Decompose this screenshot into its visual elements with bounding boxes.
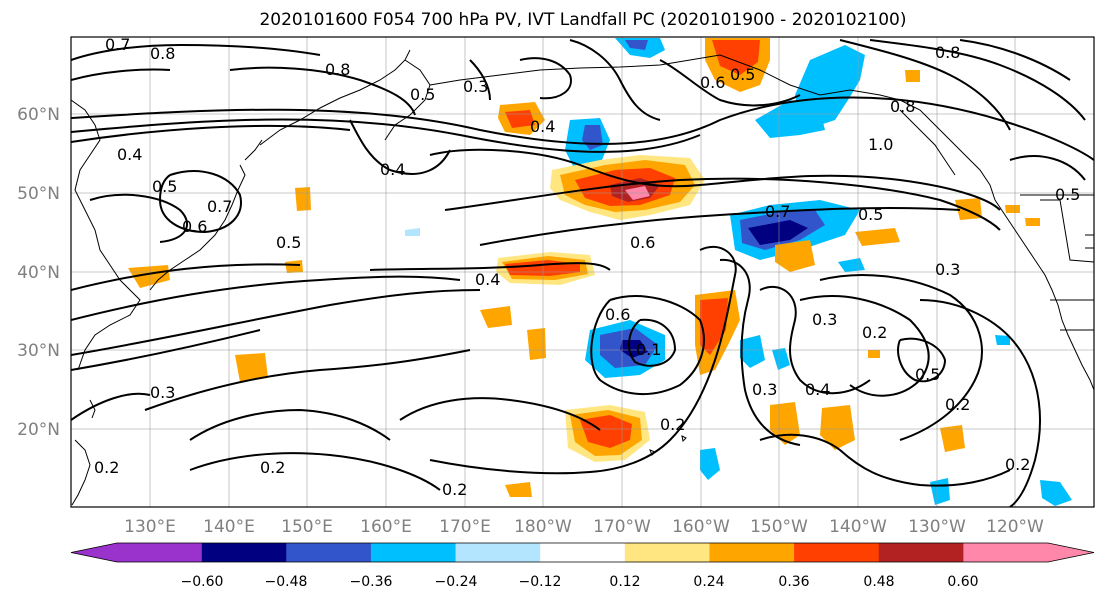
contour-label: 0.4 xyxy=(475,270,500,289)
colorbar-ticks: −0.60 −0.48 −0.36 −0.24 −0.12 0.12 0.24 … xyxy=(181,574,979,590)
colorbar-tick: −0.36 xyxy=(350,574,393,590)
colorbar-tick: 0.36 xyxy=(778,574,809,590)
colorbar-segment xyxy=(370,543,457,562)
contour-label: 0.8 xyxy=(890,97,915,116)
contour-label: 0.2 xyxy=(1005,455,1030,474)
lat-label: 30°N xyxy=(17,341,60,361)
lat-label: 40°N xyxy=(17,263,60,283)
contour-label: 0.6 xyxy=(630,233,655,252)
lon-label: 130°W xyxy=(908,517,966,537)
contour-label: 0.6 xyxy=(182,217,207,236)
coastlines xyxy=(71,49,1094,506)
contour-label: 0.5 xyxy=(410,85,435,104)
colorbar-segment xyxy=(963,543,1094,562)
contour-label: 0.7 xyxy=(207,197,232,216)
colorbar-segment xyxy=(794,543,880,562)
pv-contours xyxy=(71,39,1094,507)
contour-label: 0.8 xyxy=(935,43,960,62)
contour-label: 0.4 xyxy=(117,145,142,164)
lat-label: 20°N xyxy=(17,420,60,440)
contour-label: 1.0 xyxy=(868,135,893,154)
contour-label: 0.1 xyxy=(636,340,661,359)
contour-label: 0.3 xyxy=(150,383,175,402)
colorbar-tick: −0.60 xyxy=(181,574,224,590)
colorbar-segment xyxy=(540,543,626,562)
colorbar xyxy=(70,542,1095,563)
lon-label: 180°W xyxy=(514,517,572,537)
contour-label: 0.4 xyxy=(380,160,405,179)
contour-label: 0.3 xyxy=(463,77,488,96)
contour-label: 0.3 xyxy=(812,310,837,329)
lon-label: 130°E xyxy=(124,517,176,537)
contour-label: 0.5 xyxy=(1055,185,1080,204)
lon-label: 140°W xyxy=(829,517,887,537)
contour-label: 0.6 xyxy=(700,73,725,92)
map-border xyxy=(70,36,1095,508)
contour-label: 0.2 xyxy=(862,323,887,342)
latitude-labels: 60°N 50°N 40°N 30°N 20°N xyxy=(17,105,60,440)
colorbar-tick: 0.24 xyxy=(693,574,724,590)
lon-label: 160°W xyxy=(672,517,730,537)
colorbar-tick: −0.12 xyxy=(519,574,562,590)
contour-label: 0.4 xyxy=(530,117,555,136)
lon-label: 120°W xyxy=(986,517,1044,537)
contour-label: 0.7 xyxy=(105,35,130,54)
contour-label: 0.5 xyxy=(858,205,883,224)
longitude-labels: 130°E 140°E 150°E 160°E 170°E 180°W 170°… xyxy=(124,517,1044,537)
lon-label: 150°W xyxy=(750,517,808,537)
contour-label: 0.8 xyxy=(150,44,175,63)
contour-labels: 0.7 0.8 0.8 0.5 0.3 0.5 0.6 0.8 0.4 0.4 … xyxy=(94,35,1080,499)
contour-label: 0.2 xyxy=(660,415,685,434)
colorbar-tick: −0.48 xyxy=(265,574,308,590)
colorbar-segment xyxy=(624,543,710,562)
lon-label: 170°W xyxy=(593,517,651,537)
contour-label: 0.5 xyxy=(730,65,755,84)
colorbar-segment xyxy=(455,543,541,562)
contour-label: 0.8 xyxy=(325,60,350,79)
contour-label: 0.2 xyxy=(442,480,467,499)
contour-label: 0.2 xyxy=(94,458,119,477)
colorbar-tick: 0.60 xyxy=(947,574,978,590)
colorbar-tick: 0.12 xyxy=(609,574,640,590)
contour-label: 0.4 xyxy=(805,380,830,399)
lat-label: 50°N xyxy=(17,184,60,204)
lon-label: 150°E xyxy=(281,517,333,537)
colorbar-segment xyxy=(878,543,964,562)
lat-label: 60°N xyxy=(17,105,60,125)
colorbar-segment xyxy=(286,543,372,562)
contour-label: 0.3 xyxy=(752,380,777,399)
colorbar-tick: 0.48 xyxy=(863,574,894,590)
contour-label: 0.3 xyxy=(935,260,960,279)
colorbar-tick: −0.24 xyxy=(435,574,478,590)
colorbar-outline xyxy=(70,542,1095,563)
contour-label: 0.2 xyxy=(260,458,285,477)
lon-label: 140°E xyxy=(203,517,255,537)
contour-label: 0.5 xyxy=(152,177,177,196)
contour-label: 0.6 xyxy=(605,305,630,324)
lon-label: 170°E xyxy=(439,517,491,537)
lon-label: 160°E xyxy=(360,517,412,537)
contour-label: 0.2 xyxy=(945,395,970,414)
colorbar-segment xyxy=(71,543,202,562)
contour-label: 0.7 xyxy=(765,202,790,221)
contour-label: 0.5 xyxy=(915,365,940,384)
figure-title: 2020101600 F054 700 hPa PV, IVT Landfall… xyxy=(259,10,906,30)
colorbar-segment xyxy=(709,543,795,562)
colorbar-segment xyxy=(201,543,287,562)
contour-label: 0.5 xyxy=(276,233,301,252)
